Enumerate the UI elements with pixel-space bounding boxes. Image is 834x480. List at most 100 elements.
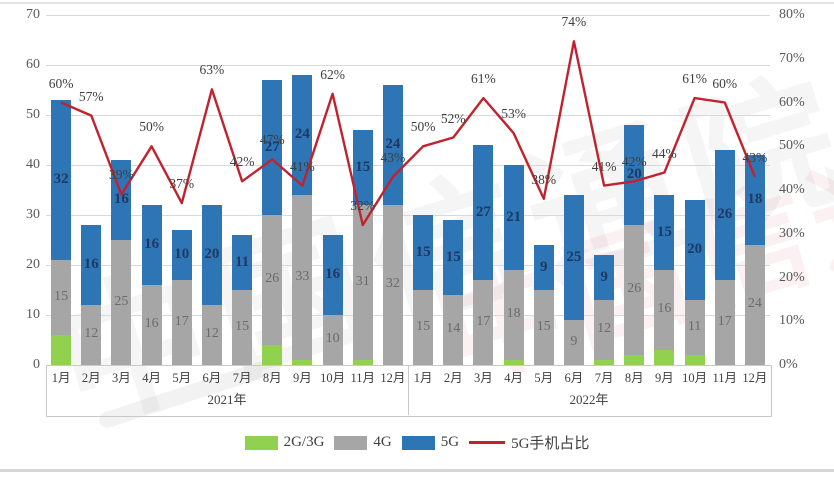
- bar-segment-4g: [382, 205, 403, 365]
- right-axis-tick-label: 10%: [779, 313, 805, 329]
- line-value-label-5g-share: 42%: [621, 154, 647, 170]
- right-axis-tick-label: 0%: [779, 357, 798, 372]
- bar-segment-5g: [322, 235, 343, 315]
- bar-value-label-4g: 24: [747, 296, 762, 311]
- left-axis-tick-label: 70: [26, 7, 40, 22]
- line-value-label-5g-share: 43%: [742, 149, 768, 165]
- bar-segment-4g: [624, 225, 645, 355]
- line-value-label-5g-share: 43%: [380, 149, 406, 165]
- gridline: [46, 315, 770, 316]
- bar-value-label-5g: 11: [234, 253, 250, 270]
- bar-segment-4g: [533, 290, 554, 365]
- x-axis-month-label: 12月: [380, 371, 406, 385]
- x-axis-month-label: 1月: [413, 371, 433, 385]
- bar-segment-4g: [51, 260, 72, 335]
- bar-value-label-5g: 9: [540, 258, 548, 275]
- bar-segment-4g: [352, 205, 373, 360]
- line-value-label-5g-share: 62%: [320, 66, 345, 82]
- x-axis-month-label: 7月: [232, 371, 252, 385]
- bar-segment-4g: [141, 285, 162, 365]
- line-value-label-5g-share: 57%: [78, 88, 104, 104]
- bar-value-label-4g: 15: [536, 318, 551, 334]
- bar-segment-4g: [563, 320, 584, 365]
- bar-segment-5g: [81, 225, 102, 305]
- x-axis-month-label: 8月: [262, 371, 282, 385]
- bar-value-label-4g: 25: [114, 293, 129, 309]
- bar-segment-4g: [413, 290, 434, 365]
- bar-value-label-4g: 26: [627, 281, 642, 296]
- bar-segment-2g-3g: [292, 360, 313, 365]
- left-axis-tick-label: 50: [26, 107, 40, 122]
- bottom-border-line: [0, 469, 834, 472]
- legend-line-swatch: [469, 441, 506, 444]
- x-axis-month-label: 6月: [564, 371, 584, 385]
- bar-segment-2g-3g: [654, 350, 675, 365]
- bar-value-label-4g: 15: [235, 318, 250, 334]
- bar-segment-4g: [594, 300, 615, 360]
- bar-segment-2g-3g: [262, 345, 283, 365]
- x-axis-month-label: 11月: [712, 371, 737, 385]
- right-axis-tick-label: 70%: [779, 50, 805, 66]
- line-value-label-5g-share: 42%: [229, 154, 255, 170]
- bar-segment-4g: [111, 240, 132, 365]
- x-axis-box: [46, 365, 772, 417]
- bar-value-label-4g: 31: [355, 273, 370, 289]
- left-axis-tick-label: 20: [26, 257, 40, 272]
- bar-value-label-4g: 16: [144, 316, 159, 331]
- gridline: [46, 115, 770, 116]
- x-axis-month-label: 10月: [682, 371, 708, 385]
- x-axis-year-label: 2021年: [207, 392, 247, 407]
- x-axis-month-label: 1月: [51, 371, 71, 385]
- bar-segment-5g: [563, 195, 584, 320]
- line-value-label-5g-share: 41%: [290, 158, 315, 174]
- x-axis-month-label: 2月: [81, 371, 101, 385]
- legend-swatch: [244, 435, 278, 450]
- bar-value-label-5g: 15: [445, 248, 461, 265]
- bar-value-label-4g: 12: [84, 326, 99, 341]
- bar-segment-2g-3g: [51, 335, 72, 365]
- bar-segment-4g: [81, 305, 102, 365]
- bar-segment-4g: [473, 280, 494, 365]
- bar-segment-5g: [171, 230, 192, 280]
- bar-value-label-5g: 20: [204, 246, 220, 262]
- bar-value-label-4g: 12: [204, 326, 219, 341]
- line-value-label-5g-share: 53%: [501, 106, 526, 122]
- bar-segment-4g: [443, 295, 464, 365]
- x-axis-month-label: 4月: [142, 371, 161, 385]
- legend-item-5g-share: 5G手机占比: [469, 432, 589, 453]
- x-axis-month-label: 8月: [624, 371, 644, 385]
- left-axis-tick-label: 40: [26, 157, 40, 172]
- x-axis-month-label: 6月: [202, 371, 222, 385]
- x-axis-month-label: 9月: [293, 371, 312, 385]
- x-axis-month-label: 3月: [474, 371, 493, 385]
- line-value-label-5g-share: 52%: [440, 110, 466, 126]
- legend-label: 5G: [440, 434, 460, 450]
- bar-value-label-4g: 15: [54, 288, 69, 304]
- bar-segment-4g: [171, 280, 192, 365]
- bar-value-label-5g: 24: [294, 126, 310, 142]
- bar-segment-4g: [232, 290, 253, 365]
- bar-segment-2g-3g: [594, 360, 615, 365]
- line-value-label-5g-share: 44%: [652, 145, 677, 161]
- gridline: [46, 265, 770, 266]
- bar-value-label-5g: 20: [626, 166, 642, 182]
- line-value-label-5g-share: 50%: [410, 119, 436, 135]
- bar-value-label-5g: 16: [144, 236, 160, 252]
- line-value-label-5g-share: 60%: [712, 75, 738, 91]
- bar-value-label-5g: 18: [747, 191, 763, 207]
- line-value-label-5g-share: 61%: [682, 71, 707, 87]
- right-axis-tick-label: 40%: [779, 182, 805, 197]
- line-value-label-5g-share: 39%: [109, 167, 134, 183]
- line-value-label-5g-share: 61%: [471, 71, 496, 87]
- legend-swatch: [401, 435, 435, 450]
- x-axis-month-label: 5月: [534, 371, 554, 385]
- legend-item-4g: 4G: [334, 434, 392, 451]
- line-value-label-5g-share: 47%: [259, 132, 285, 148]
- bar-value-label-5g: 15: [415, 243, 431, 260]
- line-value-label-5g-share: 74%: [561, 14, 587, 30]
- bar-value-label-5g: 9: [600, 268, 608, 285]
- legend: 2G/3G 4G 5G 5G手机占比: [0, 432, 834, 453]
- bar-segment-5g: [443, 220, 464, 295]
- bar-value-label-4g: 9: [570, 333, 578, 349]
- right-axis-tick-label: 50%: [779, 138, 805, 154]
